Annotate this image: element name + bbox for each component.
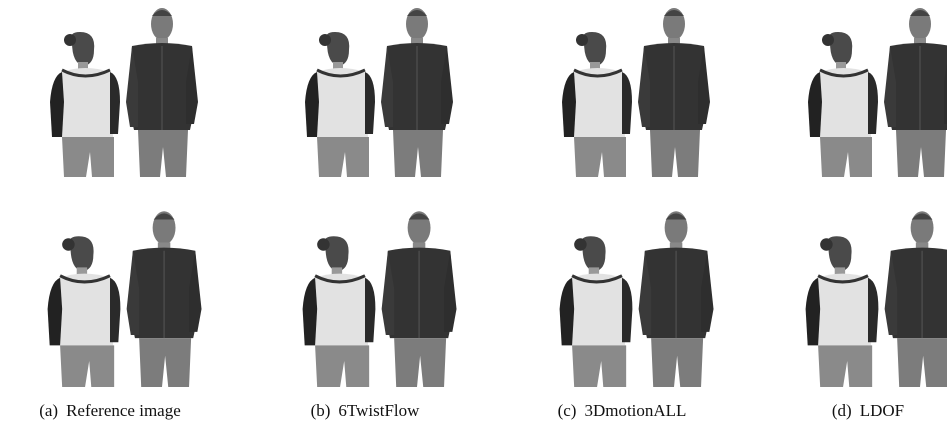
caption: (c) 3DmotionALL bbox=[558, 401, 687, 420]
image-grid bbox=[48, 8, 947, 387]
caption: (d) LDOF bbox=[832, 401, 904, 420]
caption-text: 3DmotionALL bbox=[584, 401, 686, 420]
caption-text: Reference image bbox=[66, 401, 181, 420]
image-top bbox=[50, 8, 198, 177]
image-bottom bbox=[560, 211, 714, 387]
caption-label: (b) bbox=[311, 401, 331, 420]
caption: (b) 6TwistFlow bbox=[311, 401, 421, 420]
caption-label: (c) bbox=[558, 401, 577, 420]
image-bottom bbox=[806, 211, 947, 387]
image-top bbox=[305, 8, 453, 177]
image-bottom bbox=[48, 211, 202, 387]
caption: (a) Reference image bbox=[39, 401, 181, 420]
caption-text: 6TwistFlow bbox=[338, 401, 420, 420]
captions: (a) Reference image (b) 6TwistFlow (c) 3Dmoti… bbox=[39, 401, 904, 420]
image-bottom bbox=[303, 211, 457, 387]
image-top bbox=[808, 8, 947, 177]
caption-label: (d) bbox=[832, 401, 852, 420]
figure: (a) Reference image (b) 6TwistFlow (c) 3Dmoti… bbox=[0, 0, 947, 431]
caption-label: (a) bbox=[39, 401, 58, 420]
caption-text: LDOF bbox=[860, 401, 904, 420]
image-top bbox=[562, 8, 710, 177]
